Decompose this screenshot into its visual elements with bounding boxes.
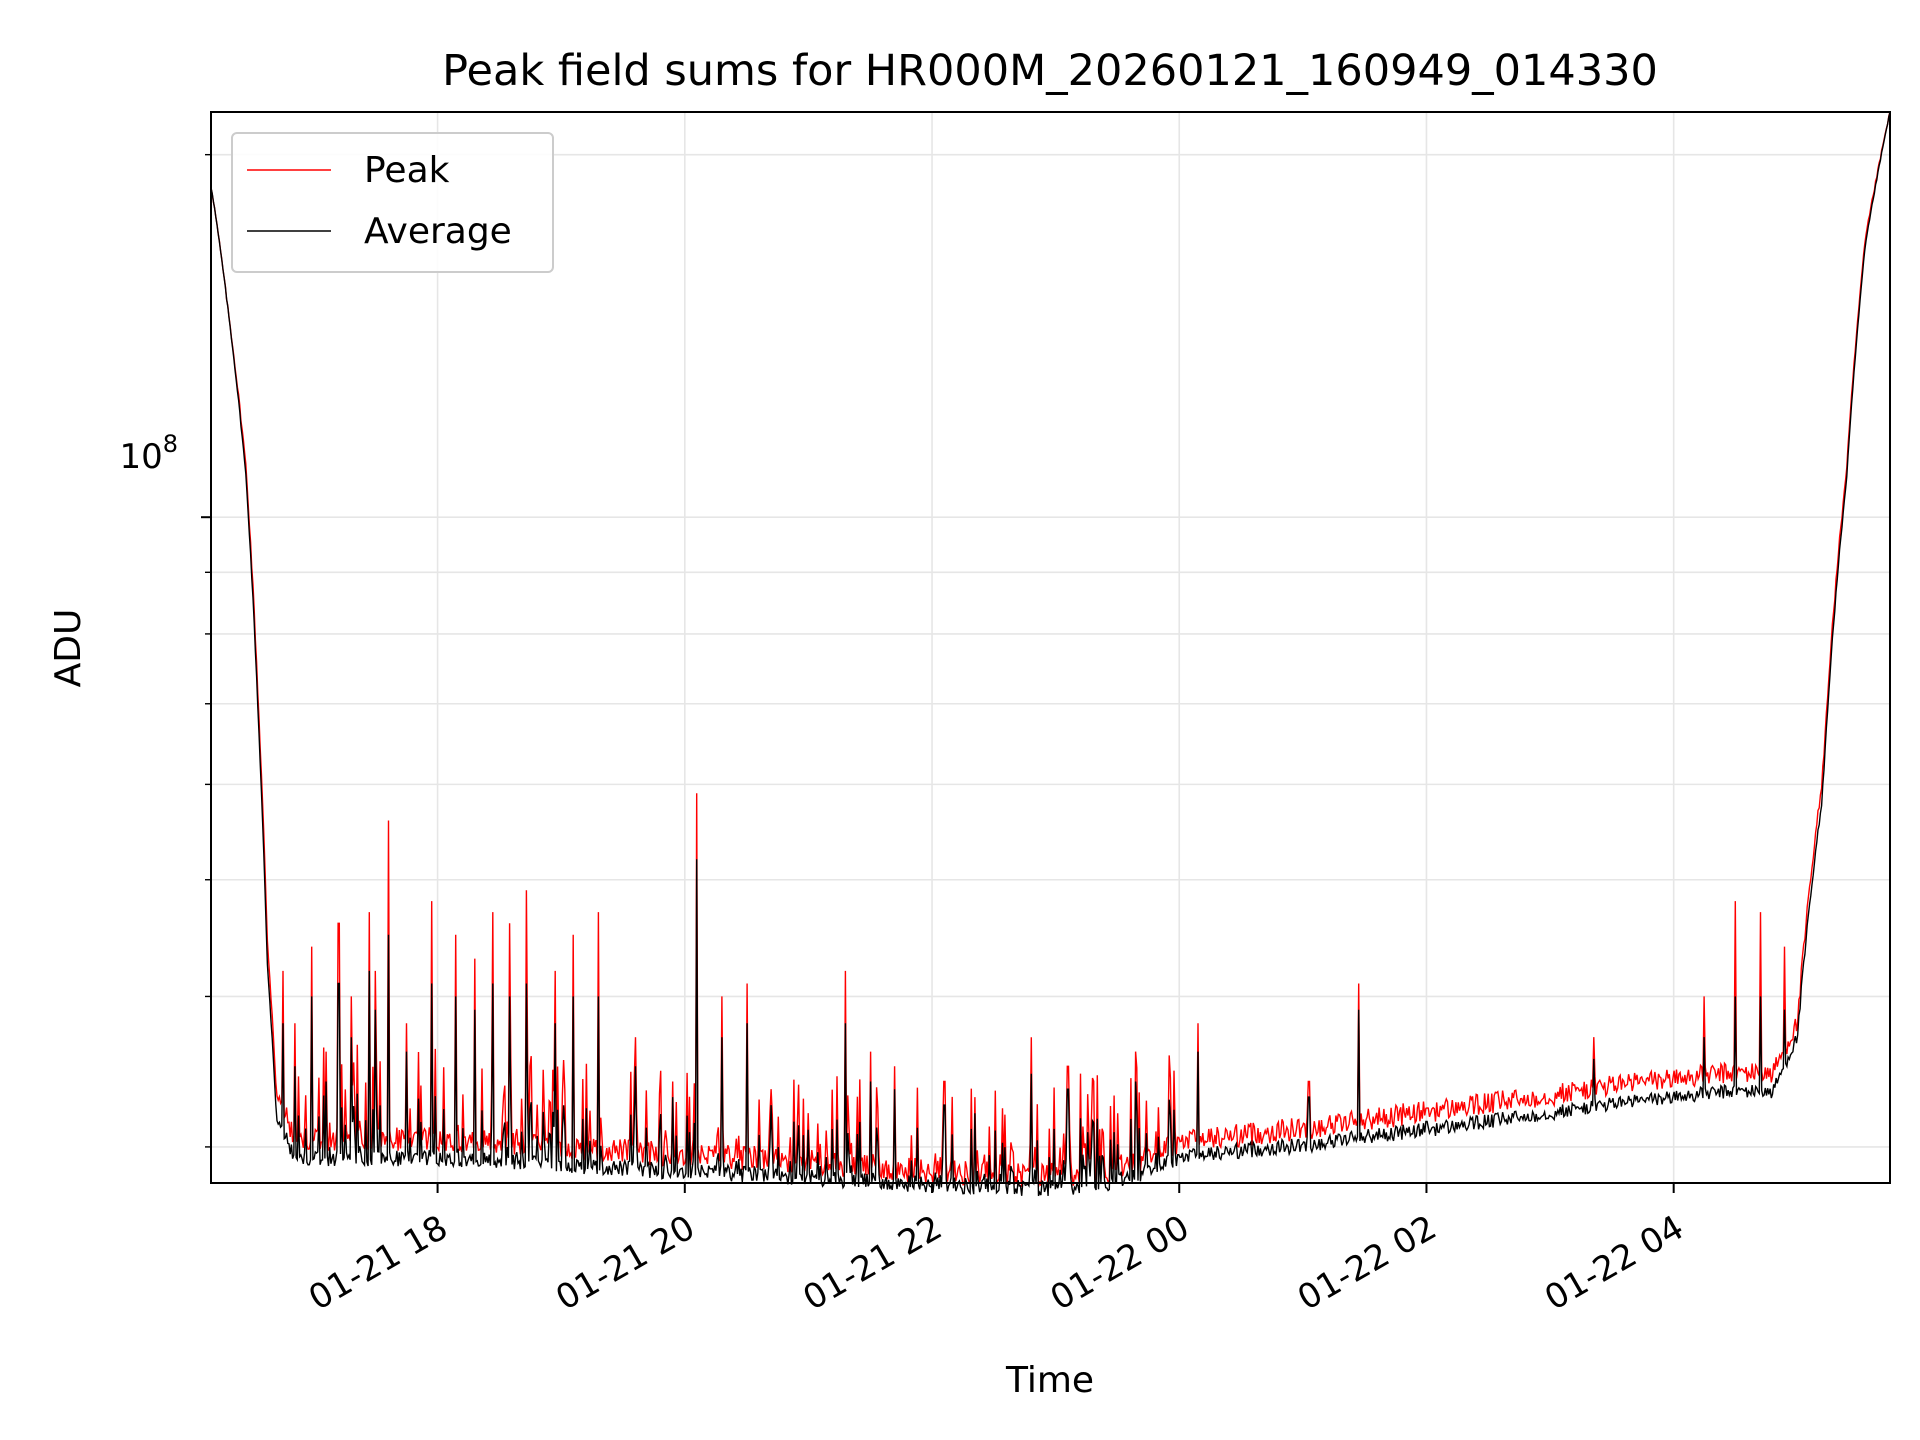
legend: Peak Average bbox=[231, 132, 554, 273]
legend-box bbox=[231, 132, 554, 273]
series-layer bbox=[210, 111, 1891, 1197]
x-tick-label: 01-22 04 bbox=[1538, 1208, 1690, 1319]
plot-area-frame bbox=[210, 111, 1891, 1184]
series-line-peak bbox=[210, 111, 1891, 1188]
legend-label-peak: Peak bbox=[364, 150, 450, 191]
x-tick-label: 01-21 18 bbox=[302, 1208, 454, 1319]
legend-label-average: Average bbox=[364, 211, 512, 252]
x-tick-label: 01-22 00 bbox=[1044, 1208, 1196, 1319]
series-line-average bbox=[210, 111, 1891, 1197]
y-tick-exponent: 8 bbox=[163, 430, 178, 458]
x-axis-label: Time bbox=[1005, 1360, 1094, 1401]
grid bbox=[211, 112, 1890, 1183]
x-tick-label: 01-21 22 bbox=[797, 1208, 949, 1319]
y-tick-label-1e8: 108 bbox=[119, 430, 178, 477]
x-tick-label: 01-22 02 bbox=[1291, 1208, 1443, 1319]
chart-title: Peak field sums for HR000M_20260121_1609… bbox=[442, 46, 1658, 96]
y-tick-base: 10 bbox=[119, 437, 162, 477]
x-tick-label: 01-21 20 bbox=[549, 1208, 701, 1319]
y-axis-label: ADU bbox=[48, 609, 89, 688]
